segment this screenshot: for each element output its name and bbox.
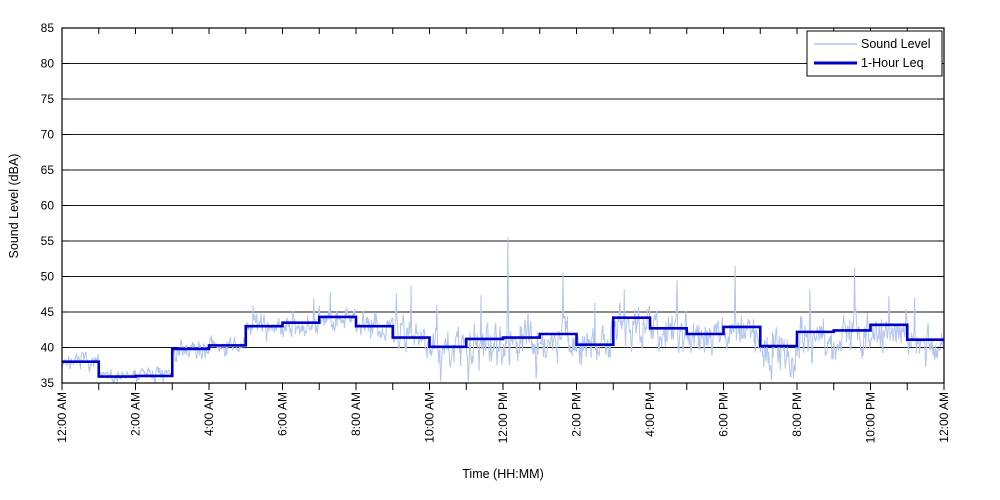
x-tick-label: 12:00 AM — [937, 392, 951, 443]
y-tick-label: 75 — [41, 92, 55, 106]
label-layer: 35 40 45 50 55 60 65 70 75 80 85 12:00 AM 2:00 AM 4:0… — [41, 21, 951, 443]
y-tick-label: 80 — [41, 57, 55, 71]
y-tick-label: 70 — [41, 128, 55, 142]
tick-layer — [61, 27, 945, 390]
legend-label-1-hour-leq: 1-Hour Leq — [861, 56, 924, 70]
y-tick-label: 45 — [41, 305, 55, 319]
x-tick-label: 6:00 AM — [276, 392, 290, 436]
y-tick-label: 65 — [41, 163, 55, 177]
x-tick-label: 4:00 PM — [643, 392, 657, 437]
x-tick-label: 4:00 AM — [202, 392, 216, 436]
x-tick-label: 8:00 PM — [790, 392, 804, 437]
x-tick-label: 12:00 AM — [55, 392, 69, 443]
y-tick-label: 55 — [41, 234, 55, 248]
series-layer — [61, 236, 944, 384]
y-axis-title: Sound Level (dBA) — [7, 154, 21, 259]
x-tick-label: 8:00 AM — [349, 392, 363, 436]
sound-level-trace — [61, 236, 944, 384]
legend: Sound Level 1-Hour Leq — [806, 30, 943, 77]
y-tick-label: 35 — [41, 376, 55, 390]
x-tick-label: 12:00 PM — [496, 392, 510, 443]
x-tick-label: 6:00 PM — [717, 392, 731, 437]
y-tick-label: 60 — [41, 199, 55, 213]
y-tick-label: 50 — [41, 270, 55, 284]
x-axis-title: Time (HH:MM) — [462, 467, 543, 481]
x-tick-label: 10:00 AM — [423, 392, 437, 443]
x-tick-label: 10:00 PM — [864, 392, 878, 443]
leq-step-line — [62, 315, 944, 378]
legend-box — [806, 30, 943, 77]
legend-label-sound-level: Sound Level — [861, 37, 931, 51]
grid-layer — [62, 63, 944, 348]
y-tick-label: 85 — [41, 21, 55, 35]
x-tick-label: 2:00 PM — [570, 392, 584, 437]
y-tick-label: 40 — [41, 341, 55, 355]
x-tick-label: 2:00 AM — [129, 392, 143, 436]
